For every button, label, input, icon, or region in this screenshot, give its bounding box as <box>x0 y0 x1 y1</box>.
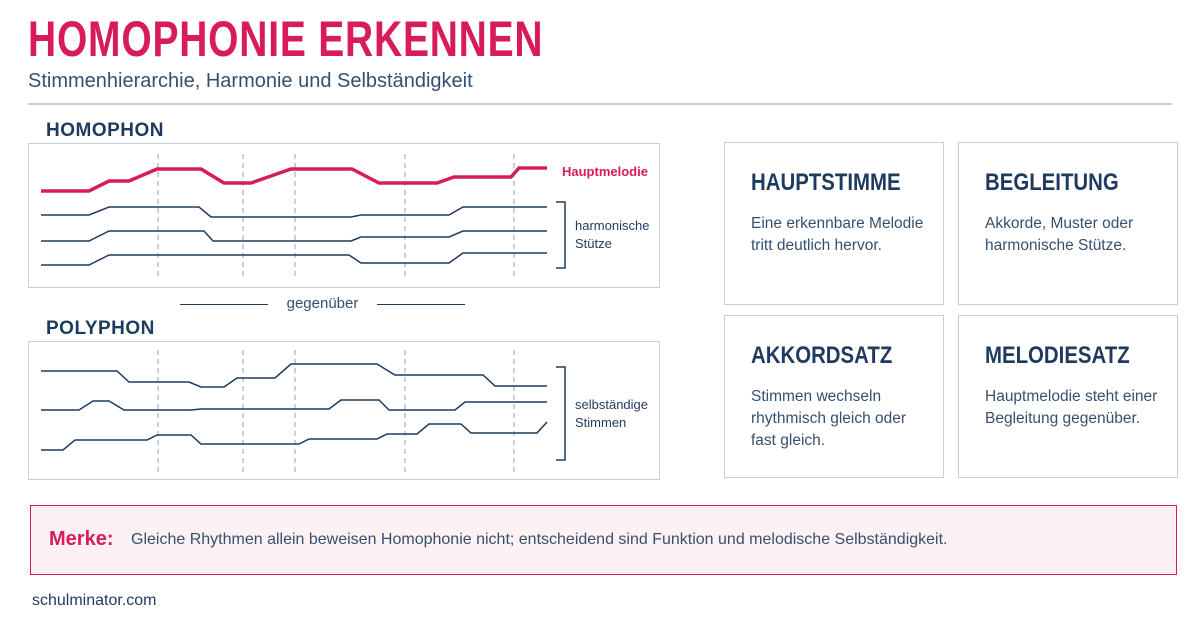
header-divider <box>28 103 1172 105</box>
comparison-divider: gegenüber <box>180 293 465 315</box>
polyphon-label: POLYPHON <box>46 318 155 339</box>
homophon-label: HOMOPHON <box>46 120 164 141</box>
card-akkordsatz: AKKORDSATZ Stimmen wechseln rhythmisch g… <box>724 315 944 478</box>
homophon-diagram <box>41 154 566 279</box>
card-text: Eine erkennbare Melodie tritt deutlich h… <box>751 215 924 254</box>
independent-voice-line <box>41 363 547 388</box>
support-label: harmonische Stütze <box>575 217 649 253</box>
support-label-line1: harmonische <box>575 218 650 233</box>
card-title: BEGLEITUNG <box>985 169 1119 196</box>
merke-text: Gleiche Rhythmen allein beweisen Homopho… <box>131 531 948 548</box>
support-voice-line <box>41 206 547 218</box>
independent-voice-line <box>41 421 548 451</box>
merke-box: Merke: Gleiche Rhythmen allein beweisen … <box>30 505 1177 575</box>
support-bracket <box>556 201 566 269</box>
page-title: HOMOPHONIE ERKENNEN <box>28 11 544 67</box>
card-text: Akkorde, Muster oder harmonische Stütze. <box>985 215 1134 254</box>
comparison-label: gegenüber <box>286 295 359 312</box>
voices-label: selbständige Stimmen <box>575 396 648 432</box>
card-begleitung: BEGLEITUNG Akkorde, Muster oder harmonis… <box>958 142 1178 305</box>
card-hauptstimme: HAUPTSTIMME Eine erkennbare Melodie trit… <box>724 142 944 305</box>
support-label-line2: Stütze <box>575 236 612 251</box>
page-subtitle: Stimmenhierarchie, Harmonie und Selbstän… <box>28 70 473 92</box>
footer-site: schulminator.com <box>32 592 157 609</box>
main-melody-label: Hauptmelodie <box>562 164 648 179</box>
independent-voice-line <box>41 399 547 411</box>
support-voice-line <box>41 252 547 266</box>
divider-line-right <box>377 304 465 305</box>
support-voice-line <box>41 230 547 242</box>
homophon-panel: Hauptmelodie harmonische Stütze <box>28 143 660 288</box>
main-melody-line <box>41 166 547 193</box>
card-text: Stimmen wechseln rhythmisch gleich oder … <box>751 388 907 449</box>
polyphon-panel: selbständige Stimmen <box>28 341 660 480</box>
divider-line-left <box>180 304 268 305</box>
polyphon-diagram <box>41 350 566 474</box>
card-text: Hauptmelodie steht einer Begleitung gege… <box>985 388 1158 427</box>
card-title: AKKORDSATZ <box>751 342 893 369</box>
voices-label-line1: selbständige <box>575 397 648 412</box>
card-melodiesatz: MELODIESATZ Hauptmelodie steht einer Beg… <box>958 315 1178 478</box>
card-title: MELODIESATZ <box>985 342 1130 369</box>
voices-bracket <box>556 366 566 461</box>
voices-label-line2: Stimmen <box>575 415 627 430</box>
merke-label: Merke: <box>49 528 114 550</box>
card-title: HAUPTSTIMME <box>751 169 901 196</box>
